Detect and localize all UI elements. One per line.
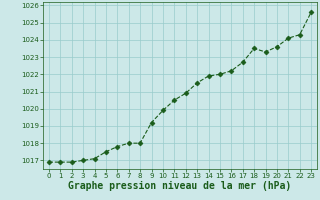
X-axis label: Graphe pression niveau de la mer (hPa): Graphe pression niveau de la mer (hPa) [68,181,292,191]
